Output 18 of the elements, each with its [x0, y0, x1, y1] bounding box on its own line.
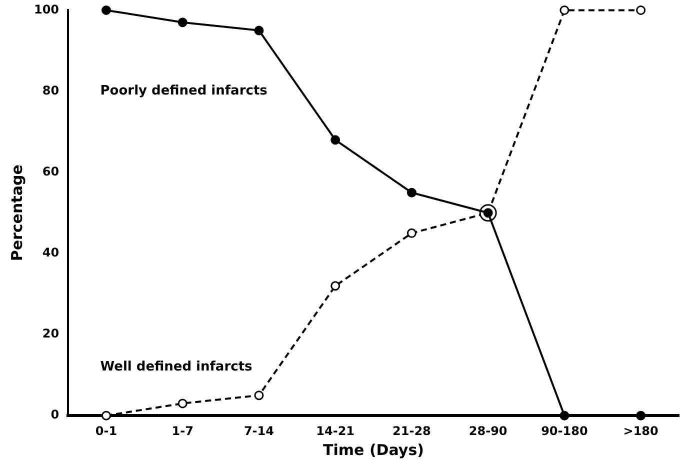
series-label: Poorly defined infarcts	[100, 84, 268, 99]
x-tick-label: 1-7	[172, 424, 194, 438]
x-tick-label: 7-14	[244, 424, 274, 438]
x-tick-label: 90-180	[541, 424, 588, 438]
y-tick-label: 100	[34, 2, 60, 16]
x-tick-label: >180	[623, 424, 658, 438]
series-label: Well defined infarcts	[100, 359, 253, 374]
y-tick-label: 80	[42, 83, 60, 98]
x-tick-label: 0-1	[95, 424, 118, 438]
y-tick-label: 40	[42, 246, 60, 260]
y-axis-title: Percentage	[8, 164, 26, 262]
y-tick-label: 20	[42, 326, 60, 341]
y-tick-label: 0	[50, 408, 60, 422]
x-axis-title: Time (Days)	[323, 440, 424, 459]
y-tick-label: 60	[42, 164, 60, 178]
x-tick-label: 14-21	[316, 424, 355, 438]
x-tick-label: 21-28	[392, 424, 431, 438]
x-tick-label: 28-90	[468, 424, 508, 438]
